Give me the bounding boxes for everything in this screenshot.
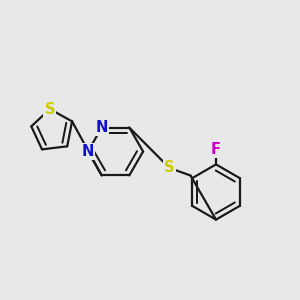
- Text: S: S: [45, 102, 55, 117]
- Text: N: N: [82, 144, 94, 159]
- Text: F: F: [211, 142, 221, 157]
- Text: N: N: [95, 120, 108, 135]
- Text: S: S: [164, 160, 175, 175]
